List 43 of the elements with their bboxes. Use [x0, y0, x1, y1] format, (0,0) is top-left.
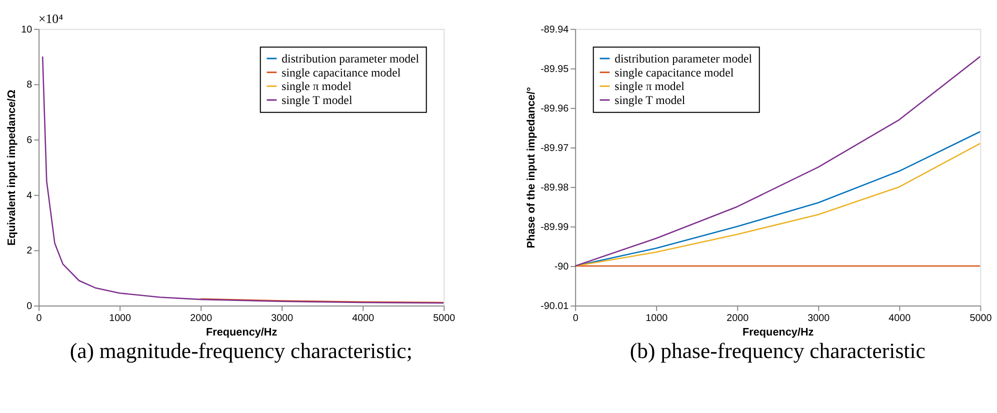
- x-tick-label: 0: [36, 312, 42, 324]
- text: (b) phase-frequency characteristic: [630, 338, 926, 363]
- y-tick-label: -89.94: [540, 24, 570, 36]
- x-tick-label: 4000: [888, 312, 912, 324]
- y-tick-label: -89.99: [540, 222, 570, 233]
- y-tick-label: 8: [26, 80, 33, 91]
- y-axis-title: Equivalent input impedance/Ω: [6, 89, 18, 246]
- text: ×10⁴: [38, 12, 64, 26]
- legend-label: single T model: [282, 92, 353, 107]
- legend-label: single T model: [614, 92, 686, 107]
- x-tick-label: 5000: [433, 312, 456, 324]
- y-tick-label: -89.96: [540, 103, 570, 114]
- y-tick-label: -89.97: [540, 142, 569, 154]
- text: (a) magnitude-frequency characteristic;: [70, 338, 412, 363]
- x-tick-label: 5000: [970, 312, 992, 324]
- line-series: [42, 56, 444, 304]
- x-tick-label: 2000: [726, 312, 750, 324]
- y-axis-title: Phase of the input impedance/°: [526, 87, 538, 248]
- y-tick-label: 0: [26, 300, 33, 312]
- x-axis-title: Frequency/Hz: [742, 326, 814, 339]
- y-tick-label: -90.01: [540, 300, 570, 312]
- legend-label: single capacitance model: [282, 65, 402, 80]
- line-series: [575, 56, 980, 267]
- x-tick-label: 0: [572, 312, 579, 324]
- legend-label: single π model: [614, 79, 686, 94]
- y-tick-label: 6: [26, 134, 33, 146]
- legend-label: distribution parameter model: [614, 51, 753, 66]
- x-axis-title: Frequency/Hz: [206, 326, 278, 339]
- x-tick-label: 1000: [109, 312, 132, 324]
- y-tick-label: -90: [554, 261, 570, 272]
- x-tick-label: 3000: [271, 312, 294, 324]
- y-tick-label: 2: [26, 246, 32, 257]
- y-tick-label: 4: [26, 190, 33, 202]
- x-tick-label: 2000: [190, 312, 213, 324]
- legend-label: distribution parameter model: [282, 51, 420, 66]
- legend-label: single capacitance model: [614, 65, 734, 80]
- x-tick-label: 4000: [352, 312, 375, 324]
- y-tick-label: -89.98: [540, 182, 570, 194]
- y-tick-label: -89.95: [540, 64, 570, 75]
- x-tick-label: 1000: [646, 312, 668, 324]
- y-tick-label: 10: [21, 24, 33, 36]
- legend-label: single π model: [282, 79, 352, 94]
- x-tick-label: 3000: [808, 312, 830, 324]
